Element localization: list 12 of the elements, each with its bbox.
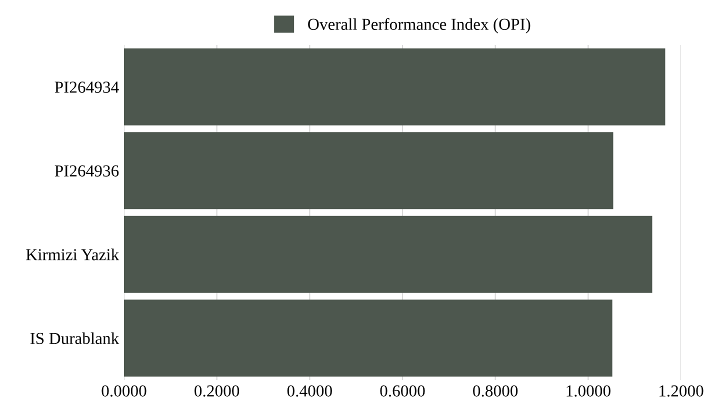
y-tick-label: PI264934 [54,82,119,93]
x-tick-label: 0.0000 [102,385,146,397]
y-tick-label: PI264936 [54,165,119,177]
x-tick-label: 1.0000 [566,385,610,397]
x-tick-label: 0.2000 [194,385,240,397]
y-tick-label: IS Durablank [30,332,120,344]
y-tick-label: Kirmizi Yazik [26,248,120,260]
x-tick-label: 0.8000 [473,385,518,397]
x-tick-label: 0.6000 [380,385,425,397]
legend-label: Overall Performance Index (OPI) [308,18,530,34]
x-tick-label: 1.2000 [660,385,704,397]
x-tick-label: 0.4000 [287,385,332,397]
